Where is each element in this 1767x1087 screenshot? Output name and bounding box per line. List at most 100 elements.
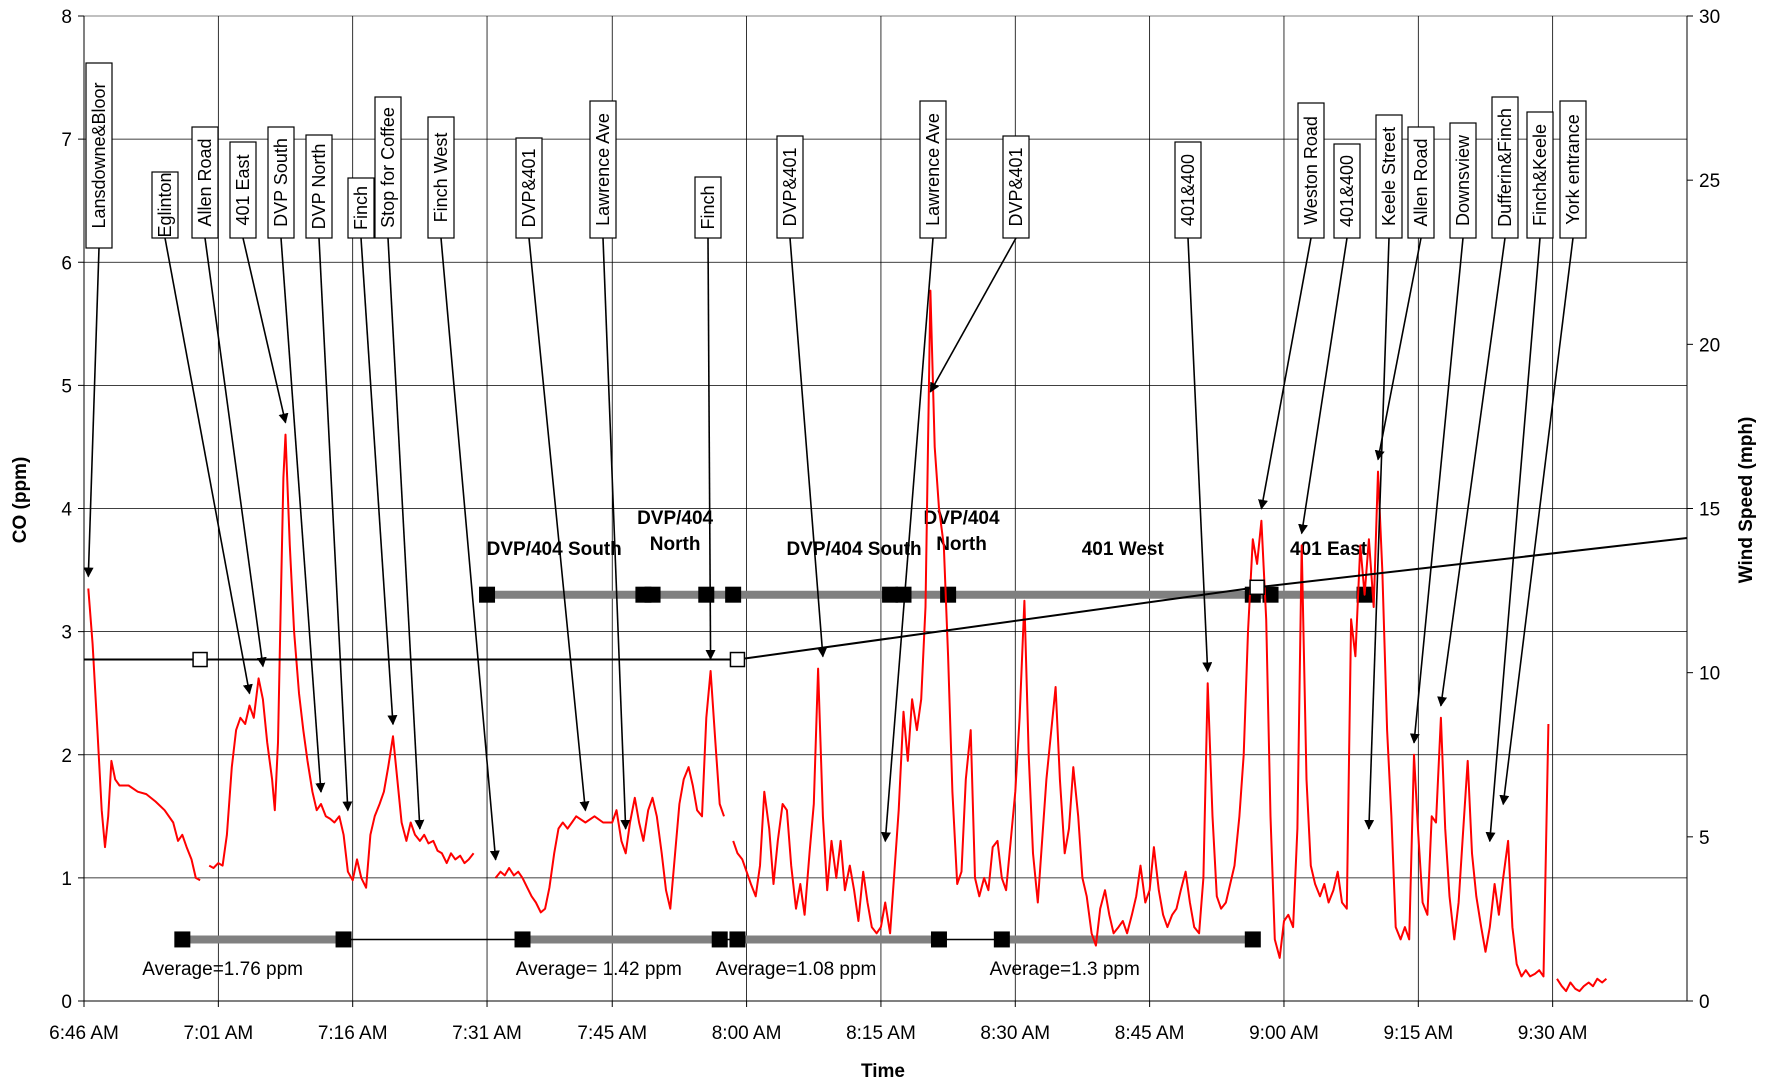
y-tick-label: 6 <box>61 253 72 274</box>
location-arrow <box>1298 237 1348 535</box>
y2-tick-label: 30 <box>1699 7 1720 28</box>
location-label-box <box>515 137 543 239</box>
location-label: Allen Road <box>1411 138 1431 226</box>
location-arrow <box>1409 237 1464 744</box>
segment-label: DVP/404 <box>637 508 713 529</box>
x-tick-label: 7:45 AM <box>577 1023 647 1044</box>
data-series <box>84 289 1688 993</box>
location-annotations: Lansdowne&Bloor Eglinton Allen Road 401 Eas… <box>83 62 1587 861</box>
location-arrow <box>1437 237 1506 707</box>
axes: 0 1 2 3 4 5 6 7 8 0 5 10 15 20 25 30 6:46 AM 7:01 AM 7:16 … <box>49 7 1720 1044</box>
location-arrow <box>705 237 716 661</box>
co-series-line <box>732 289 1550 978</box>
segment-label: North <box>936 534 987 555</box>
location-callout: Downsview <box>1409 122 1477 744</box>
average-bar-marker <box>930 931 947 948</box>
x-tick-label: 8:45 AM <box>1115 1023 1185 1044</box>
location-label-box <box>776 135 804 239</box>
location-arrow <box>880 237 934 843</box>
route-bar-marker <box>882 586 899 603</box>
location-label: Keele Street <box>1379 127 1399 226</box>
y2-tick-label: 10 <box>1699 664 1720 685</box>
location-callout: Finch <box>694 176 722 661</box>
route-bar-marker <box>940 586 957 603</box>
average-bar-marker <box>711 931 728 948</box>
location-label-box <box>1333 143 1361 239</box>
segment-label: 401 West <box>1082 539 1165 560</box>
location-callout: DVP&401 <box>515 137 590 812</box>
y-tick-label: 2 <box>61 746 72 767</box>
location-label-box <box>191 126 219 239</box>
location-arrow <box>602 237 631 830</box>
co-series-line <box>494 670 725 914</box>
y2-tick-label: 20 <box>1699 335 1720 356</box>
location-arrow <box>789 237 828 658</box>
y2-tick-label: 0 <box>1699 992 1710 1013</box>
average-label: Average=1.3 ppm <box>990 959 1140 980</box>
location-callout: Finch West <box>427 116 500 861</box>
wind-speed-marker <box>729 651 746 668</box>
location-label: Lawrence Ave <box>593 113 613 226</box>
y-tick-label: 5 <box>61 376 72 397</box>
x-tick-label: 8:15 AM <box>846 1023 916 1044</box>
location-arrow <box>1485 237 1541 843</box>
location-arrow <box>83 247 100 578</box>
y-tick-label: 7 <box>61 130 72 151</box>
location-label: DVP&401 <box>519 148 539 227</box>
average-bar-marker <box>174 931 191 948</box>
y-tick-label: 0 <box>61 992 72 1013</box>
y2-tick-label: 25 <box>1699 171 1720 192</box>
location-callout: Dufferin&Finch <box>1437 96 1519 707</box>
location-arrow <box>528 237 590 812</box>
location-label: Finch West <box>431 133 451 223</box>
location-callout: DVP&401 <box>929 135 1030 393</box>
location-label-box <box>694 176 722 239</box>
x-tick-label: 7:16 AM <box>318 1023 388 1044</box>
location-label-box <box>1297 102 1325 239</box>
average-bar-marker <box>1244 931 1261 948</box>
average-bar-marker <box>335 931 352 948</box>
y-tick-label: 4 <box>61 500 72 521</box>
location-label-box <box>1449 122 1477 239</box>
location-label: Lawrence Ave <box>923 113 943 226</box>
location-callout: Eglinton <box>151 171 253 695</box>
y-tick-label: 8 <box>61 7 72 28</box>
location-arrow <box>204 237 267 668</box>
location-arrow <box>1499 237 1574 806</box>
x-tick-label: 9:30 AM <box>1518 1023 1588 1044</box>
x-tick-label: 9:15 AM <box>1383 1023 1453 1044</box>
location-callout: Keele Street <box>1364 114 1403 830</box>
location-label-box <box>919 100 947 239</box>
location-arrow <box>929 237 1017 393</box>
location-label-box <box>305 134 333 239</box>
location-label: DVP South <box>271 138 291 227</box>
location-label: Lansdowne&Bloor <box>89 82 109 228</box>
location-callout: DVP North <box>305 134 353 812</box>
location-label: Downsview <box>1453 134 1473 226</box>
location-callout: Weston Road <box>1258 102 1325 510</box>
y2-tick-label: 15 <box>1699 500 1720 521</box>
location-callout: 401&400 <box>1298 143 1361 535</box>
location-label: 401&400 <box>1178 154 1198 226</box>
location-label-box <box>1174 141 1202 239</box>
y2-axis-title: Wind Speed (mph) <box>1736 417 1757 584</box>
location-label-box <box>229 141 257 239</box>
route-bar-marker <box>1262 586 1279 603</box>
location-label: 401 East <box>233 154 253 225</box>
location-callout: 401&400 <box>1174 141 1213 673</box>
y2-tick-label: 5 <box>1699 828 1710 849</box>
location-label: DVP North <box>309 144 329 230</box>
location-callout: DVP&401 <box>776 135 828 658</box>
route-bar-marker <box>644 586 661 603</box>
average-bar-marker <box>993 931 1010 948</box>
location-label: 401&400 <box>1337 155 1357 227</box>
y-tick-label: 3 <box>61 623 72 644</box>
segment-label: DVP/404 South <box>487 539 622 560</box>
co-series-line <box>87 588 201 882</box>
y-tick-label: 1 <box>61 869 72 890</box>
chart-text: Time CO (ppm) Wind Speed (mph) <box>10 417 1757 1082</box>
location-label: Allen Road <box>195 138 215 226</box>
location-arrow <box>242 237 289 424</box>
location-callout: Finch&Keele <box>1485 111 1554 843</box>
location-label: Finch <box>351 186 371 230</box>
